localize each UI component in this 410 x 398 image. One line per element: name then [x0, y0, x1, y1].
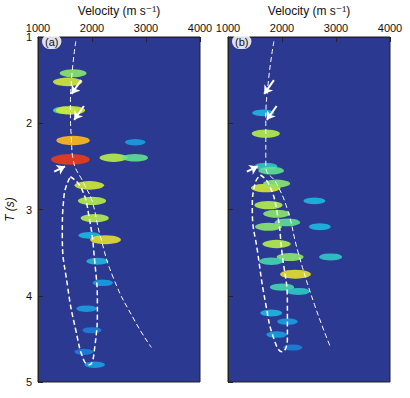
svg-text:4: 4	[26, 290, 32, 302]
svg-text:(b): (b)	[235, 36, 248, 48]
svg-text:1000: 1000	[26, 22, 50, 34]
svg-text:3: 3	[26, 204, 32, 216]
svg-text:2: 2	[26, 117, 32, 129]
svg-text:T (s): T (s)	[3, 197, 17, 222]
svg-text:(a): (a)	[45, 36, 58, 48]
svg-text:Velocity (m s⁻¹): Velocity (m s⁻¹)	[268, 4, 350, 18]
svg-text:4000: 4000	[188, 22, 212, 34]
svg-text:1: 1	[25, 31, 32, 43]
svg-text:Velocity (m s⁻¹): Velocity (m s⁻¹)	[78, 4, 160, 18]
svg-text:2000: 2000	[80, 22, 104, 34]
svg-text:2000: 2000	[270, 22, 294, 34]
svg-text:5: 5	[26, 376, 32, 388]
svg-text:1000: 1000	[216, 22, 240, 34]
svg-text:4000: 4000	[378, 22, 402, 34]
svg-text:3000: 3000	[134, 22, 158, 34]
svg-text:3000: 3000	[324, 22, 348, 34]
